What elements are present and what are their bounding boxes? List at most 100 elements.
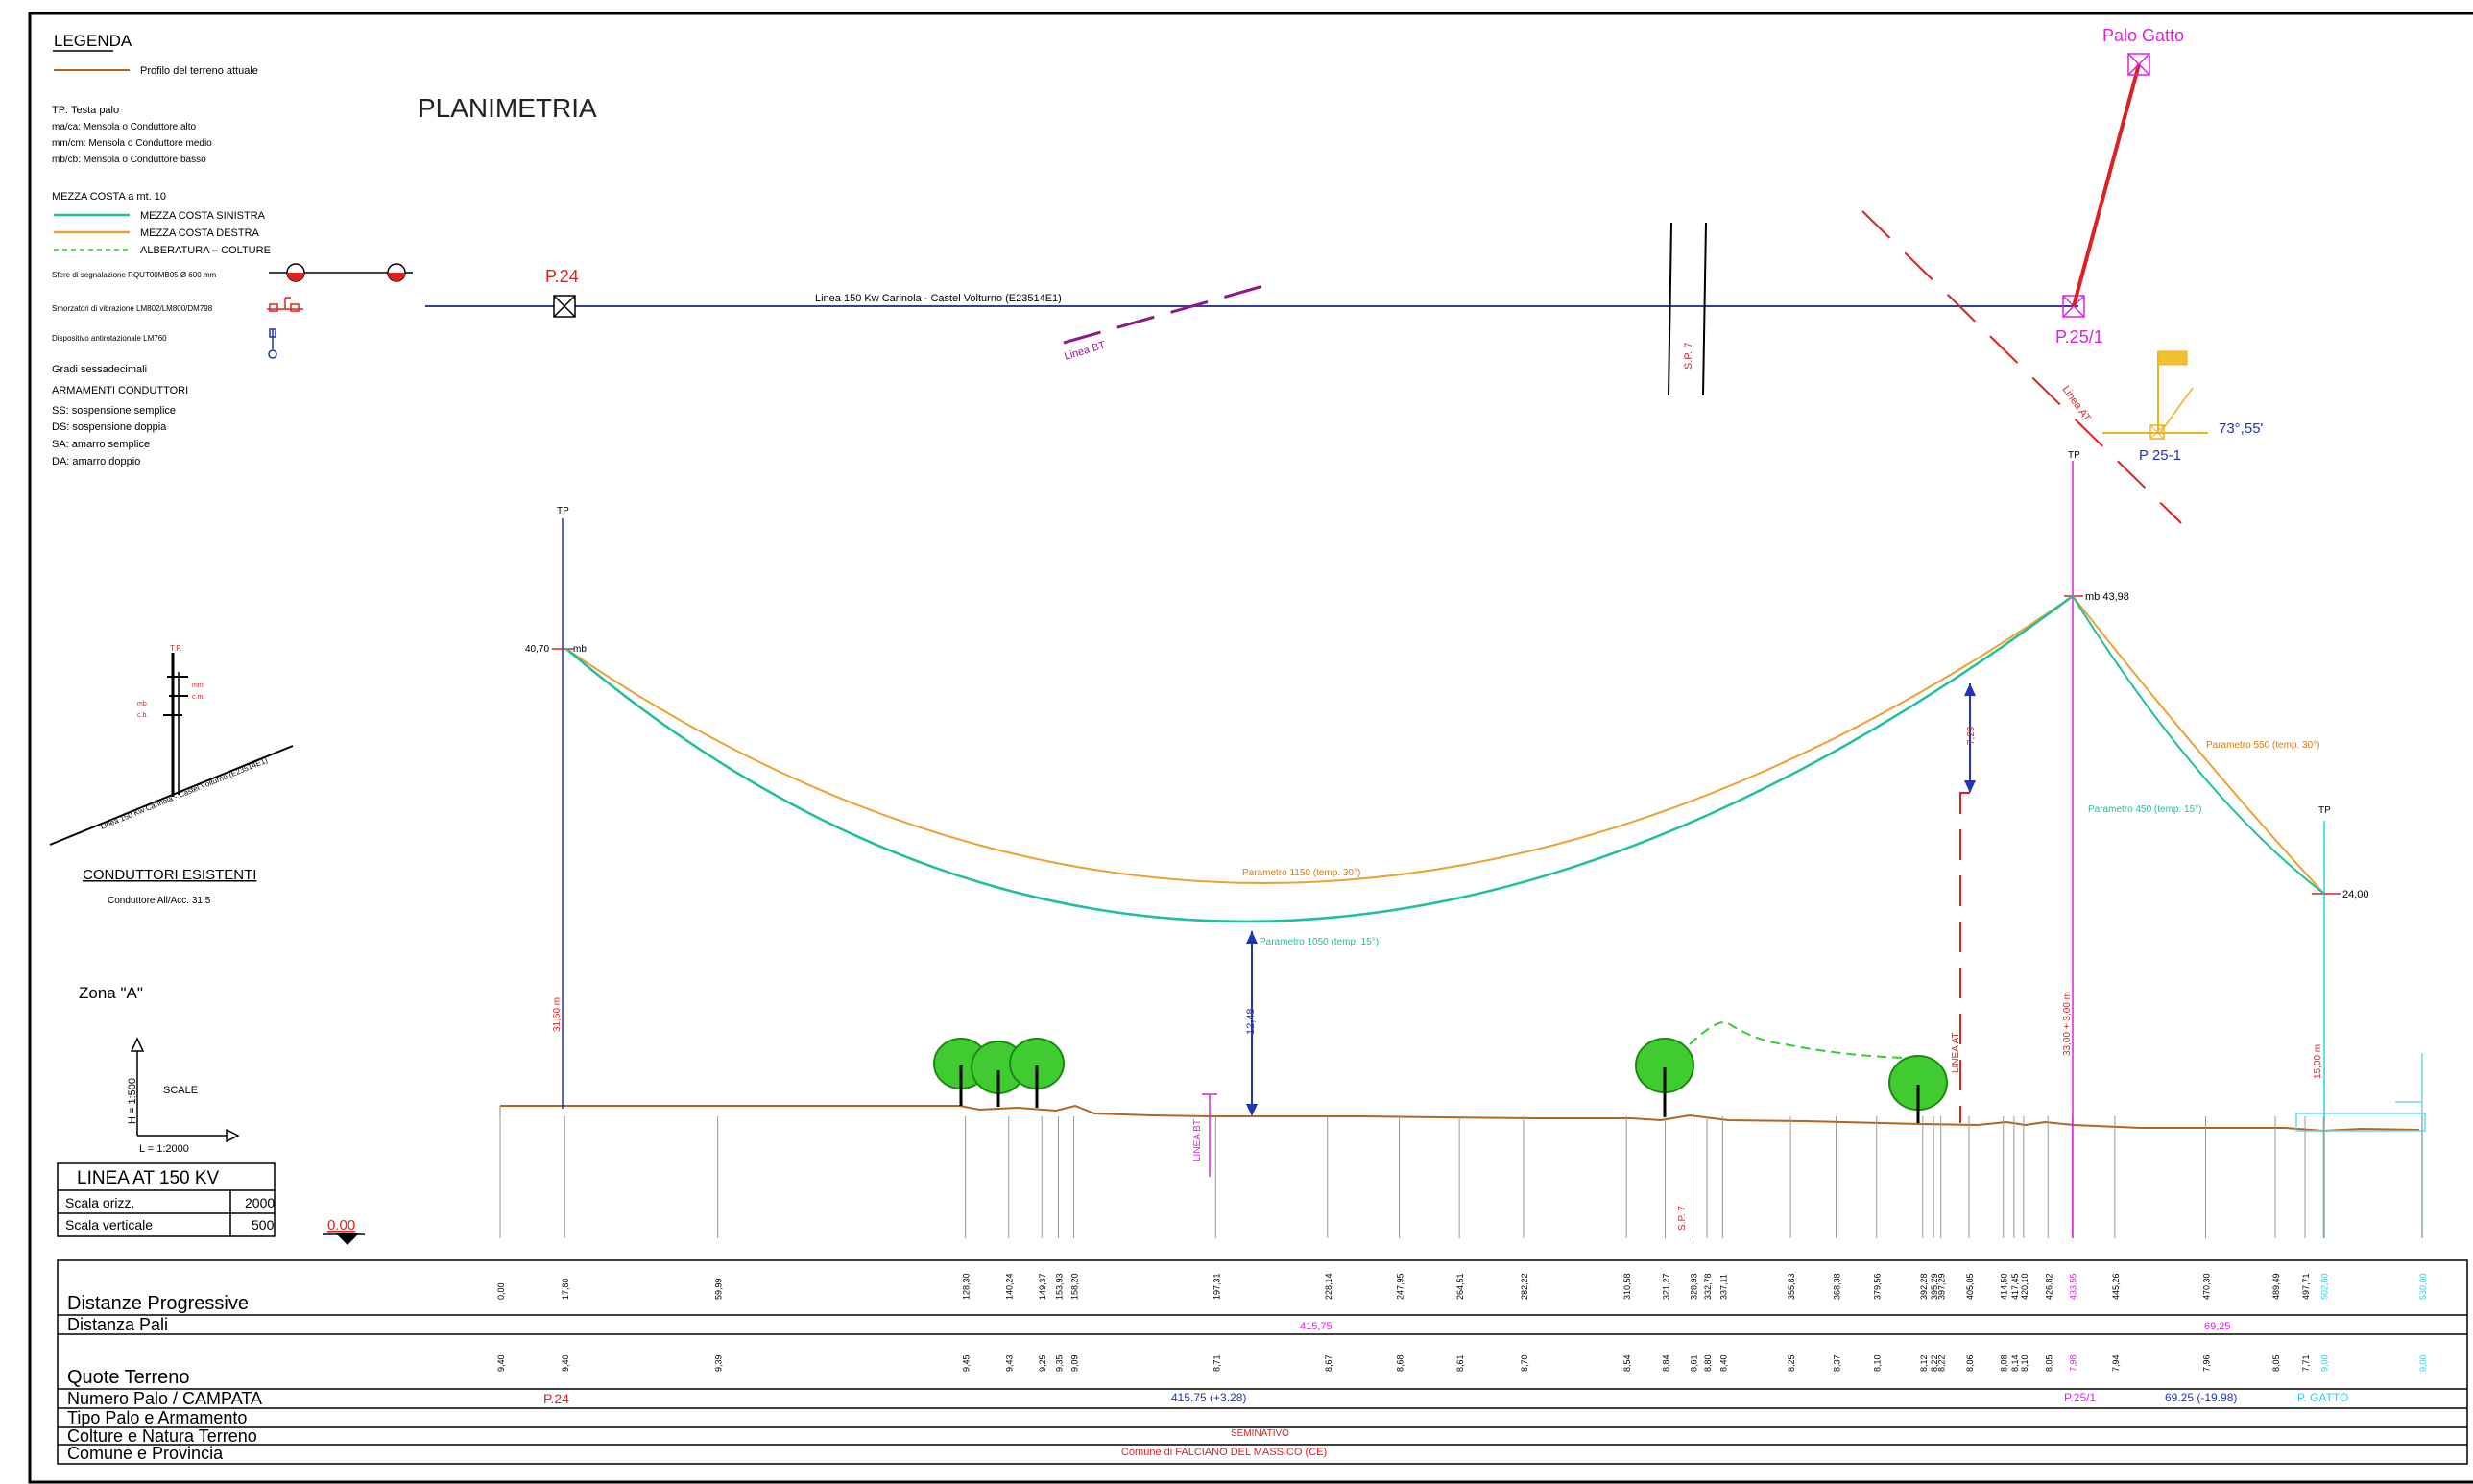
clearance-at-label: 7,29 bbox=[1966, 726, 1977, 745]
plan-pole-p25-label: P.25/1 bbox=[2055, 327, 2103, 347]
distance-value: 59,99 bbox=[714, 1278, 724, 1300]
quota-value: 8,37 bbox=[1833, 1354, 1842, 1372]
distance-value: 392,28 bbox=[1919, 1273, 1929, 1300]
quota-value: 8,22 bbox=[1937, 1354, 1947, 1372]
quota-value: 8,10 bbox=[1873, 1354, 1883, 1372]
quota-value: 8,25 bbox=[1787, 1354, 1796, 1372]
conduttori-value: Conduttore All/Acc. 31.5 bbox=[108, 896, 211, 906]
damper-icon bbox=[267, 297, 303, 312]
linea-at-trace bbox=[1861, 210, 2182, 524]
quota-value: 8,06 bbox=[1965, 1354, 1975, 1372]
profile-elev-left: 40,70 bbox=[525, 644, 549, 655]
road-edge bbox=[1702, 222, 1707, 396]
legend-abbrev: mb/cb: Mensola o Conduttore basso bbox=[52, 155, 206, 165]
quota-value: 7,71 bbox=[2301, 1354, 2311, 1372]
linea-box-row-label: Scala verticale bbox=[65, 1217, 153, 1233]
tower-mb-label: mb bbox=[137, 701, 147, 707]
quota-value: 8,22 bbox=[1930, 1354, 1939, 1372]
scale-icon bbox=[130, 1037, 240, 1143]
legend-gradi: Gradi sessadecimali bbox=[52, 364, 147, 375]
table-row-label: Quote Terreno bbox=[67, 1367, 190, 1388]
quota-value: 8,12 bbox=[1919, 1354, 1929, 1372]
distance-value: 445,26 bbox=[2111, 1273, 2121, 1300]
profile-tp-right: TP bbox=[2318, 805, 2331, 816]
distance-value: 414,50 bbox=[2000, 1273, 2009, 1300]
datum-label: 0.00 bbox=[327, 1217, 355, 1233]
distance-value: 0,00 bbox=[496, 1282, 506, 1300]
profile-tp-left: TP bbox=[557, 506, 569, 516]
legend: LEGENDA Profilo del terreno attuale TP: … bbox=[52, 32, 413, 467]
distance-value: 282,22 bbox=[1520, 1273, 1529, 1300]
quota-value: 7,98 bbox=[2069, 1354, 2078, 1372]
quota-value: 8,67 bbox=[1324, 1354, 1333, 1372]
tower-line-label: Linea 150 Kw Carinola - Castel Volturno … bbox=[99, 755, 269, 830]
branch-line bbox=[2072, 63, 2141, 307]
legend-smorzatori: Smorzatori di vibrazione LM802/LM800/DM7… bbox=[52, 304, 213, 313]
distance-value: 153,93 bbox=[1054, 1273, 1064, 1300]
plan-angle-label: 73°,55' bbox=[2219, 420, 2264, 437]
datum-marker-icon bbox=[336, 1233, 359, 1245]
tower-sketch: T.P. mm c.m. mb c.b. Linea 150 Kw Carino… bbox=[49, 644, 294, 846]
quota-value: 8,54 bbox=[1622, 1354, 1632, 1372]
quota-value: 8,05 bbox=[2044, 1354, 2053, 1372]
ground-profile bbox=[500, 1104, 2420, 1133]
tree-icon bbox=[1635, 1038, 1694, 1117]
tower-tp-label: T.P. bbox=[170, 644, 182, 653]
conductor-param-1150 bbox=[565, 595, 2074, 884]
table-row-label: Numero Palo / CAMPATA bbox=[67, 1389, 262, 1408]
conduttori-title: CONDUTTORI ESISTENTI bbox=[83, 867, 256, 883]
road-edge bbox=[1668, 222, 1672, 396]
distance-value: 264,51 bbox=[1455, 1273, 1465, 1300]
quota-value: 8,61 bbox=[1689, 1354, 1698, 1372]
quota-value: 9,39 bbox=[714, 1354, 724, 1372]
quota-value: 9,43 bbox=[1005, 1354, 1015, 1372]
distance-value: 420,10 bbox=[2020, 1273, 2029, 1300]
quota-value: 9,00 bbox=[2418, 1354, 2428, 1372]
distance-value: 497,71 bbox=[2301, 1273, 2311, 1300]
linea-box-row-label: Scala orizz. bbox=[65, 1195, 134, 1210]
param-550-label: Parametro 550 (temp. 30°) bbox=[2206, 740, 2320, 751]
zona-label: Zona "A" bbox=[79, 984, 143, 1002]
clearance-left-label: 31,50 m bbox=[552, 997, 563, 1032]
profile-table bbox=[57, 1259, 2468, 1465]
plan-linea-bt-label: Linea BT bbox=[1063, 339, 1107, 362]
legend-destra: MEZZA COSTA DESTRA bbox=[140, 227, 260, 239]
campata-1: 415.75 (+3.28) bbox=[1171, 1391, 1246, 1404]
plan-pole-p24-label: P.24 bbox=[545, 267, 579, 286]
legend-sfere: Sfere di segnalazione RQUT00MB05 Ø 600 m… bbox=[52, 271, 217, 279]
height-right-label: 15,00 m bbox=[2313, 1044, 2323, 1079]
table-row-label: Comune e Provincia bbox=[67, 1444, 224, 1463]
quota-value: 8,84 bbox=[1662, 1354, 1671, 1372]
quota-value: 8,08 bbox=[2000, 1354, 2009, 1372]
legend-armamento: SS: sospensione semplice bbox=[52, 405, 176, 417]
quota-value: 7,96 bbox=[2201, 1354, 2211, 1372]
legend-abbrev: mm/cm: Mensola o Conduttore medio bbox=[52, 138, 212, 149]
height-mid-label: 33,00 + 3,00 m bbox=[2062, 992, 2073, 1056]
distance-value: 17,80 bbox=[561, 1278, 570, 1300]
linea-bt-trace bbox=[1063, 280, 1278, 345]
distance-value: 530,00 bbox=[2418, 1273, 2428, 1300]
campata-2: 69.25 (-19.98) bbox=[2165, 1391, 2237, 1404]
plan-line-label: Linea 150 Kw Carinola - Castel Volturno … bbox=[815, 293, 1062, 304]
profile-elev-mid: mb 43,98 bbox=[2085, 591, 2129, 603]
station-columns: 0,00 9,40 17,80 9,40 59,99 9,39 128,30 9,45 140,… bbox=[496, 1116, 2428, 1372]
table-row-label: Distanza Pali bbox=[67, 1315, 168, 1334]
legend-sinistra: MEZZA COSTA SINISTRA bbox=[140, 210, 266, 222]
vegetation-outline bbox=[1689, 1021, 1908, 1059]
plan-view: PLANIMETRIA Linea 150 Kw Carinola - Cast… bbox=[418, 26, 2264, 524]
distance-value: 158,20 bbox=[1070, 1273, 1080, 1300]
plan-sp7-label: S.P. 7 bbox=[1683, 342, 1694, 370]
clearance-mid-label: 12,48 bbox=[1245, 1008, 1257, 1035]
quota-value: 9,25 bbox=[1038, 1354, 1047, 1372]
quota-value: 8,61 bbox=[1455, 1354, 1465, 1372]
profile-linea-bt-label: LINEA BT bbox=[1192, 1119, 1203, 1161]
drawing-frame bbox=[28, 12, 2473, 1484]
distance-value: 502,80 bbox=[2319, 1273, 2329, 1300]
table-row-label: Tipo Palo e Armamento bbox=[67, 1408, 247, 1427]
tower-cm-label: c.m. bbox=[192, 694, 204, 701]
distanza-pali-1: 415,75 bbox=[1300, 1321, 1333, 1332]
quota-value: 8,10 bbox=[2020, 1354, 2029, 1372]
quota-value: 8,05 bbox=[2271, 1354, 2281, 1372]
linea-box-row-value: 500 bbox=[252, 1217, 275, 1233]
linea-at-crossing bbox=[1959, 792, 1970, 1123]
